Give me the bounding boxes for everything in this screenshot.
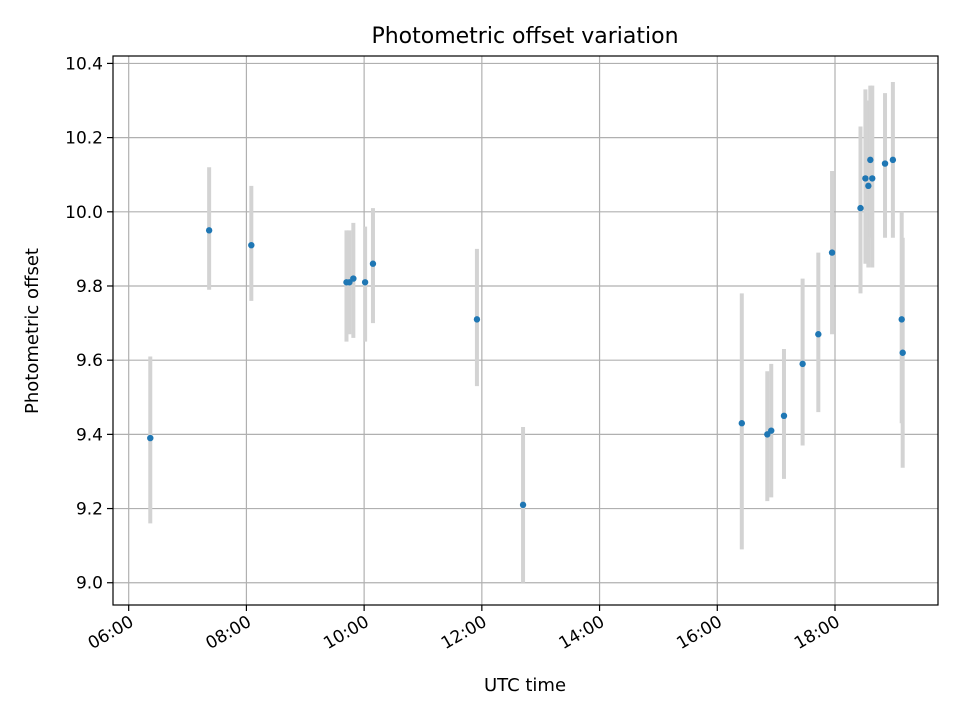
data-point bbox=[780, 412, 788, 420]
data-point bbox=[248, 241, 255, 249]
plot-frame bbox=[112, 55, 939, 606]
y-tick-label: 9.6 bbox=[76, 351, 103, 371]
data-point bbox=[865, 182, 872, 190]
data-point bbox=[899, 349, 906, 356]
data-point bbox=[867, 156, 874, 164]
data-point bbox=[815, 331, 822, 338]
y-tick-label: 10.0 bbox=[65, 203, 103, 223]
y-tick-label: 9.4 bbox=[76, 425, 103, 445]
y-axis-label: Photometric offset bbox=[22, 248, 43, 414]
data-point bbox=[862, 175, 869, 182]
data-point bbox=[205, 227, 213, 234]
y-tick-label: 10.2 bbox=[65, 129, 103, 149]
y-tick-label: 9.2 bbox=[76, 500, 103, 520]
y-tick-label: 10.4 bbox=[65, 54, 103, 74]
data-point bbox=[369, 260, 377, 267]
y-tick-label: 9.8 bbox=[76, 277, 103, 297]
data-point bbox=[857, 204, 864, 212]
data-point bbox=[361, 279, 369, 286]
data-point bbox=[738, 420, 746, 427]
data-points bbox=[147, 156, 906, 509]
chart-title: Photometric offset variation bbox=[371, 24, 678, 49]
data-point bbox=[869, 175, 876, 182]
data-point bbox=[768, 427, 775, 434]
grid bbox=[113, 56, 938, 605]
data-point bbox=[473, 316, 481, 323]
data-point bbox=[519, 501, 527, 509]
data-point bbox=[350, 275, 357, 282]
y-tick-label: 9.0 bbox=[76, 574, 103, 594]
data-point bbox=[799, 360, 806, 368]
data-point bbox=[828, 249, 836, 256]
data-point bbox=[881, 160, 889, 167]
data-point bbox=[889, 156, 897, 164]
data-point bbox=[147, 434, 154, 442]
x-axis-label: UTC time bbox=[484, 675, 566, 696]
data-point bbox=[898, 316, 905, 323]
